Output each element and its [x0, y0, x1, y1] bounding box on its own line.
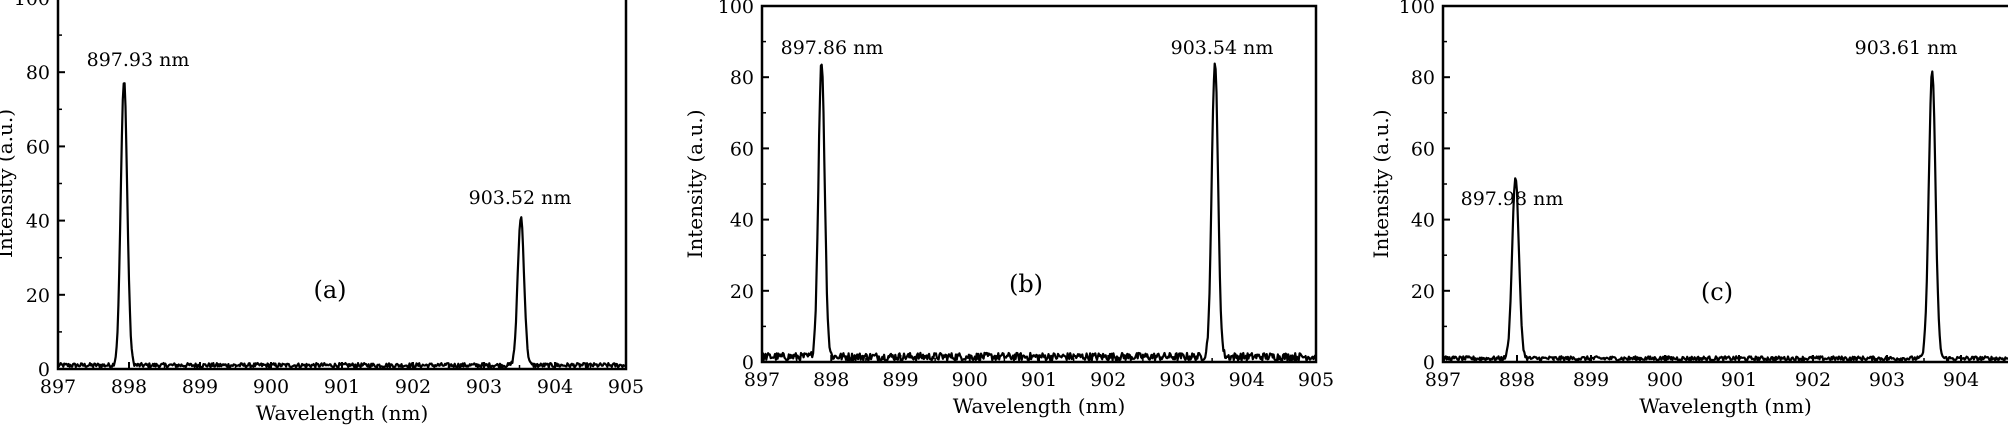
x-tick-label: 900: [253, 376, 289, 398]
panel-label: (a): [313, 276, 346, 304]
y-tick-label: 0: [38, 359, 50, 381]
plot-frame: [760, 4, 1318, 364]
panel-label: (c): [1701, 278, 1733, 306]
x-tick-label: 897: [1425, 369, 1461, 391]
y-tick-label: 40: [26, 211, 50, 233]
y-tick-label: 100: [1399, 0, 1435, 18]
spectrum-line: [760, 62, 1318, 362]
y-tick-label: 20: [1411, 281, 1435, 303]
x-tick-label: 904: [537, 376, 573, 398]
y-tick-label: 0: [742, 352, 754, 374]
plot-frame: [1441, 4, 2008, 364]
y-tick-label: 20: [26, 285, 50, 307]
x-tick-label: 902: [1795, 369, 1831, 391]
x-axis-label: Wavelength (nm): [256, 401, 429, 425]
x-tick-label: 898: [1499, 369, 1535, 391]
x-tick-label: 898: [111, 376, 147, 398]
x-tick-label: 897: [40, 376, 76, 398]
y-tick-label: 60: [26, 136, 50, 158]
peak-label: 903.54 nm: [1171, 37, 1274, 59]
x-tick-label: 903: [1869, 369, 1905, 391]
y-tick-label: 80: [1411, 67, 1435, 89]
y-axis-label: Intensity (a.u.): [0, 109, 17, 258]
x-tick-label: 898: [813, 369, 849, 391]
x-tick-label: 900: [952, 369, 988, 391]
x-tick-label: 903: [1159, 369, 1195, 391]
y-tick-label: 40: [1411, 210, 1435, 232]
x-tick-label: 904: [1229, 369, 1265, 391]
y-tick-label: 60: [730, 138, 754, 160]
peak-label: 903.61 nm: [1855, 37, 1958, 59]
x-tick-label: 899: [1573, 369, 1609, 391]
peak-label: 897.98 nm: [1461, 188, 1564, 210]
x-tick-label: 903: [466, 376, 502, 398]
x-tick-label: 899: [882, 369, 918, 391]
x-tick-label: 899: [182, 376, 218, 398]
x-tick-label: 897: [744, 369, 780, 391]
x-tick-label: 901: [1021, 369, 1057, 391]
y-tick-label: 40: [730, 210, 754, 232]
y-tick-label: 60: [1411, 138, 1435, 160]
x-axis-label: Wavelength (nm): [953, 394, 1126, 418]
spectrum-line: [57, 82, 627, 369]
y-tick-label: 0: [1423, 352, 1435, 374]
x-tick-label: 901: [324, 376, 360, 398]
y-axis-label: Intensity (a.u.): [683, 109, 707, 258]
x-tick-label: 904: [1943, 369, 1979, 391]
x-tick-label: 905: [1298, 369, 1334, 391]
x-tick-label: 902: [395, 376, 431, 398]
peak-label: 897.93 nm: [87, 49, 190, 71]
spectrum-line: [1441, 70, 2008, 362]
y-tick-label: 100: [14, 0, 50, 10]
x-axis-label: Wavelength (nm): [1639, 394, 1812, 418]
x-tick-label: 900: [1647, 369, 1683, 391]
y-tick-label: 100: [718, 0, 754, 18]
y-tick-label: 80: [26, 62, 50, 84]
peak-label: 897.86 nm: [781, 37, 884, 59]
x-tick-label: 905: [608, 376, 644, 398]
y-tick-label: 80: [730, 67, 754, 89]
y-tick-label: 20: [730, 281, 754, 303]
x-tick-label: 902: [1090, 369, 1126, 391]
peak-label: 903.52 nm: [469, 187, 572, 209]
x-tick-label: 901: [1721, 369, 1757, 391]
y-axis-label: Intensity (a.u.): [1369, 109, 1393, 258]
panel-label: (b): [1009, 270, 1043, 298]
